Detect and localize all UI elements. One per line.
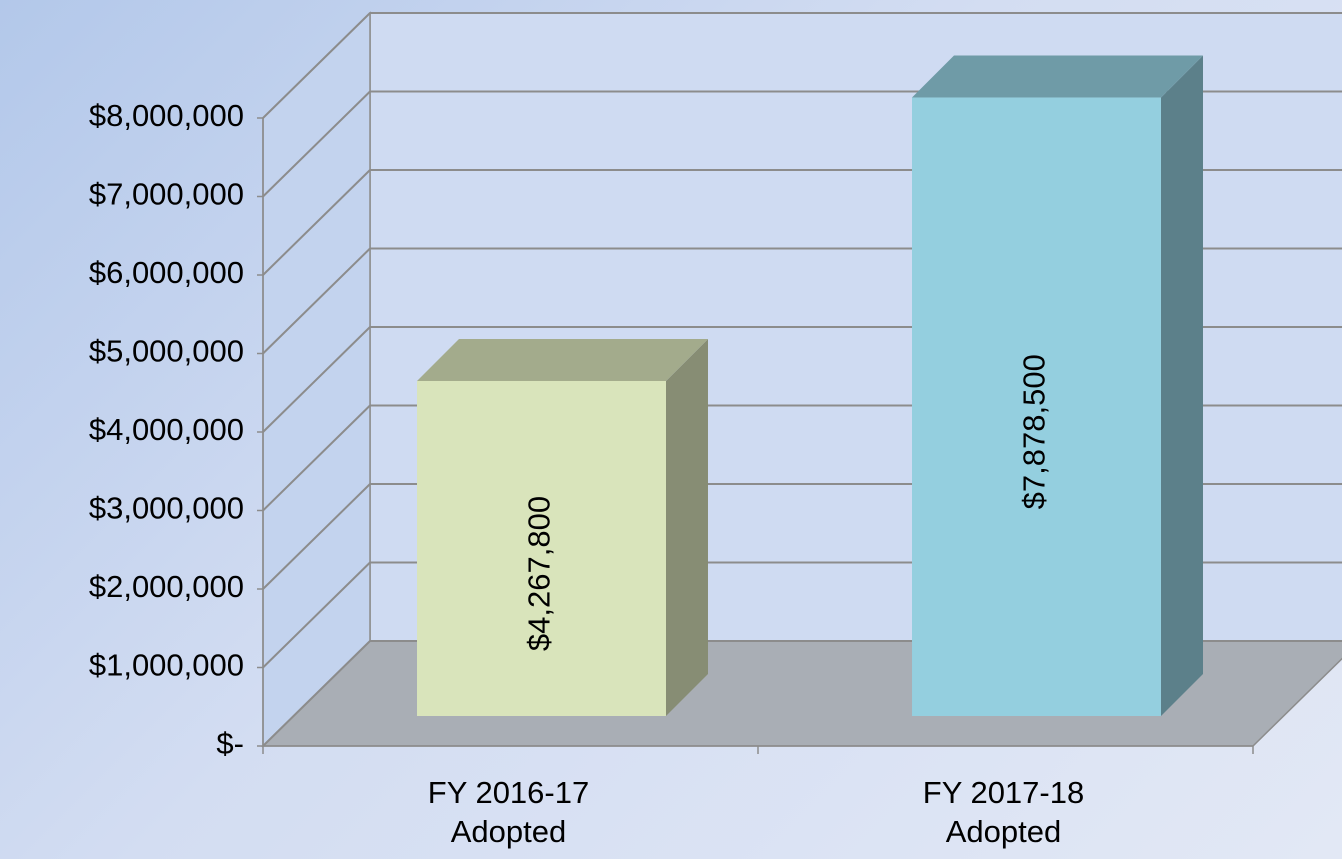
side-grid-line: [262, 640, 371, 747]
y-tick-label: $8,000,000: [89, 98, 244, 133]
bar: [417, 380, 666, 716]
y-tick-label: $5,000,000: [89, 334, 244, 369]
y-tick-label: $7,000,000: [89, 177, 244, 212]
bar-top: [912, 55, 1203, 98]
y-tick-label: $4,000,000: [89, 412, 244, 447]
value-label: $7,878,500: [1017, 354, 1052, 509]
bar-top: [417, 338, 708, 381]
y-tick-label: $2,000,000: [89, 569, 244, 604]
side-grid-line: [262, 247, 371, 355]
side-grid-line: [262, 326, 371, 433]
side-grid-line: [262, 483, 371, 590]
x-tick-label: FY 2016-17 Adopted: [427, 775, 590, 849]
y-tick-label: $1,000,000: [89, 648, 244, 683]
x-tick-label: FY 2017-18 Adopted: [922, 775, 1085, 849]
y-tick-label: $-: [216, 726, 244, 761]
y-tick-label: $3,000,000: [89, 491, 244, 526]
value-label: $4,267,800: [522, 496, 557, 651]
y-tick-label: $6,000,000: [89, 255, 244, 290]
side-grid-line: [262, 404, 371, 512]
side-grid-line: [262, 12, 371, 119]
bar: [912, 97, 1161, 717]
side-grid-line: [262, 90, 371, 198]
side-grid-line: [262, 169, 371, 276]
bar-side: [1160, 55, 1203, 717]
side-grid-line: [262, 561, 371, 669]
bar-side: [665, 338, 708, 716]
